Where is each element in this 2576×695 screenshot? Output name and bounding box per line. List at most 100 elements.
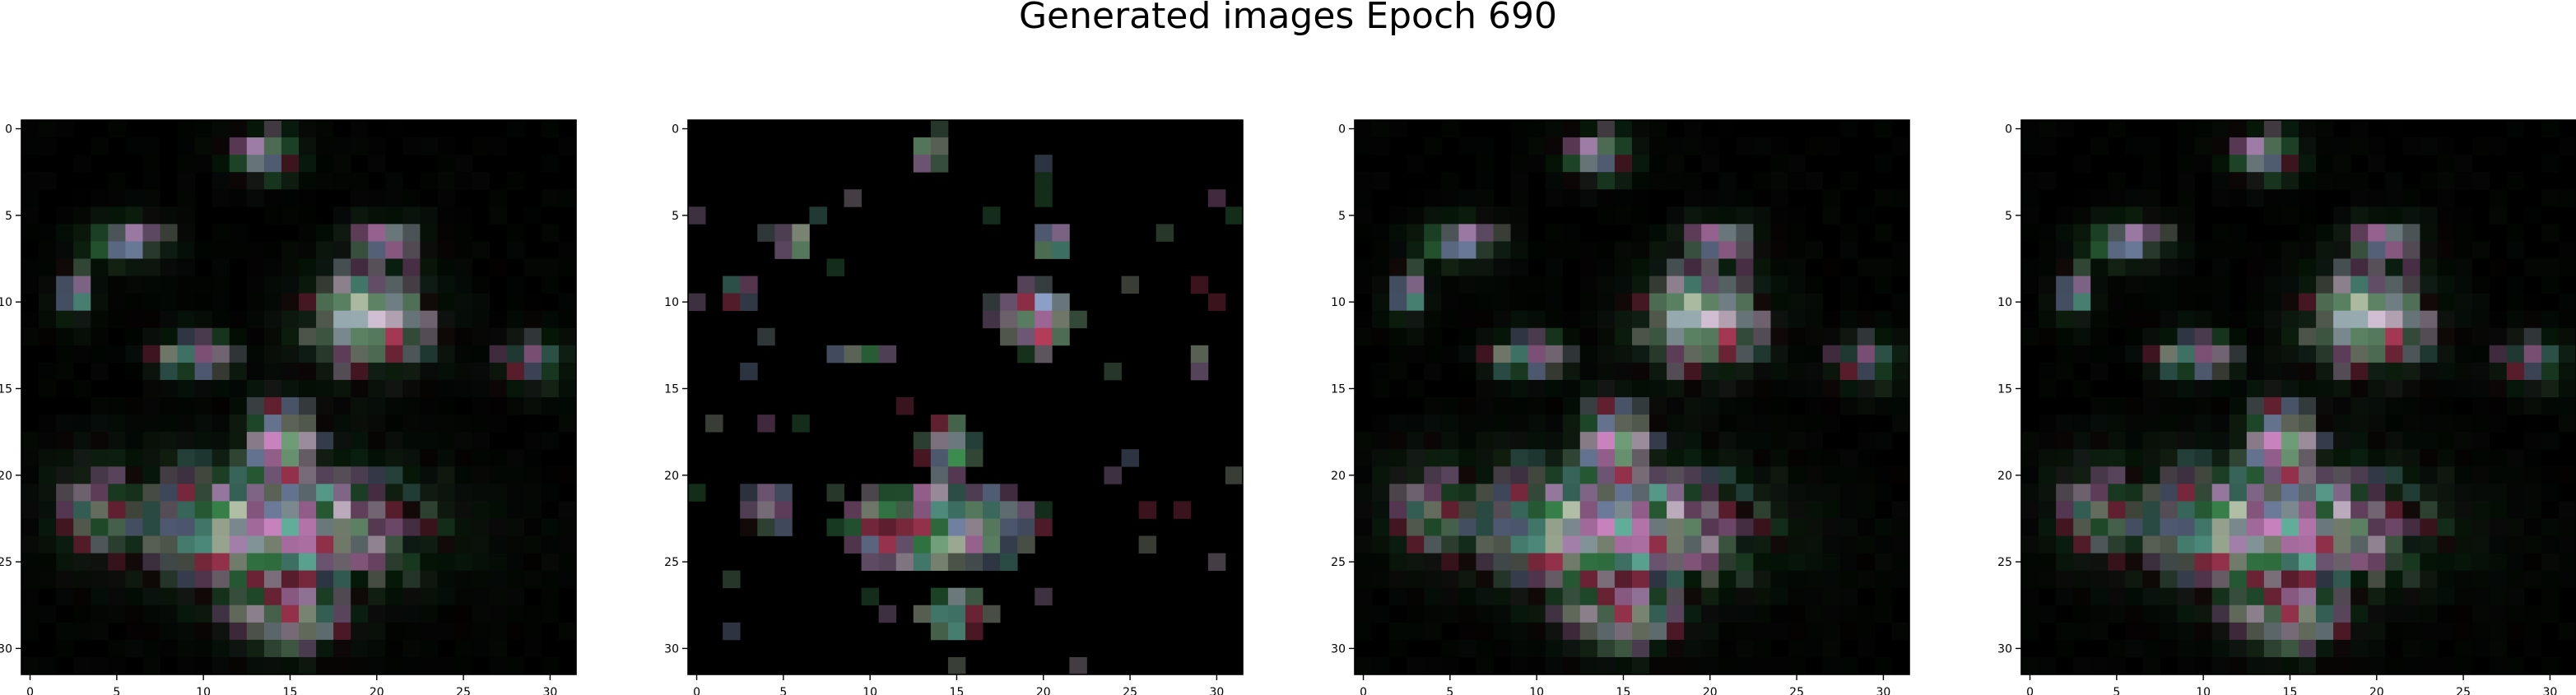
- pixel-cell: [1407, 622, 1425, 641]
- pixel-cell: [1458, 570, 1476, 589]
- pixel-cell: [506, 362, 525, 381]
- pixel-cell: [1874, 379, 1893, 398]
- pixel-cell: [2229, 484, 2248, 502]
- pixel-cell: [1701, 570, 1719, 589]
- pixel-cell: [1407, 345, 1425, 364]
- pixel-cell: [1632, 362, 1650, 381]
- pixel-cell: [2056, 310, 2074, 329]
- pixel-cell: [1891, 622, 1910, 641]
- pixel-cell: [2437, 310, 2455, 329]
- pixel-cell: [1510, 484, 1529, 502]
- pixel-cell: [1874, 501, 1893, 519]
- pixel-cell: [757, 224, 775, 242]
- pixel-cell: [2420, 397, 2438, 415]
- pixel-cell: [1649, 310, 1667, 329]
- pixel-cell: [454, 553, 473, 572]
- pixel-cell: [2246, 120, 2265, 138]
- pixel-cell: [212, 397, 230, 415]
- pixel-cell: [2402, 639, 2420, 658]
- pixel-cell: [688, 484, 706, 502]
- pixel-cell: [2316, 501, 2334, 519]
- pixel-cell: [558, 622, 577, 641]
- pixel-cell: [1684, 258, 1702, 276]
- pixel-cell: [368, 432, 386, 450]
- pixel-cell: [108, 345, 126, 364]
- pixel-cell: [2350, 206, 2369, 225]
- pixel-cell: [1389, 206, 1407, 225]
- pixel-cell: [1614, 206, 1633, 225]
- pixel-cell: [316, 518, 334, 536]
- pixel-cell: [2541, 189, 2560, 207]
- pixel-cell: [1493, 432, 1511, 450]
- pixel-cell: [212, 189, 230, 207]
- pixel-cell: [2194, 155, 2213, 173]
- pixel-cell: [160, 345, 178, 364]
- pixel-cell: [177, 258, 196, 276]
- pixel-cell: [1874, 224, 1893, 242]
- pixel-cell: [2246, 501, 2265, 519]
- pixel-cell: [212, 362, 230, 381]
- pixel-cell: [1718, 310, 1737, 329]
- pixel-cell: [2471, 415, 2490, 433]
- pixel-cell: [1701, 501, 1719, 519]
- pixel-cell: [1736, 293, 1754, 312]
- pixel-cell: [1684, 379, 1702, 398]
- pixel-cell: [2471, 484, 2490, 502]
- pixel-cell: [2368, 362, 2386, 381]
- pixel-cell: [1632, 449, 1650, 467]
- pixel-cell: [1839, 327, 1858, 346]
- pixel-cell: [2368, 432, 2386, 450]
- pixel-cell: [402, 484, 421, 502]
- pixel-cell: [878, 553, 897, 572]
- pixel-cell: [125, 535, 143, 554]
- pixel-cell: [229, 172, 248, 190]
- pixel-cell: [1545, 137, 1564, 155]
- pixel-cell: [2350, 518, 2369, 536]
- pixel-cell: [2142, 656, 2160, 675]
- pixel-cell: [1839, 362, 1858, 381]
- pixel-cell: [1649, 397, 1667, 415]
- pixel-cell: [1874, 276, 1893, 294]
- pixel-cell: [437, 415, 455, 433]
- pixel-cell: [1684, 293, 1702, 312]
- pixel-cell: [2489, 189, 2508, 207]
- pixel-cell: [2021, 535, 2039, 554]
- pixel-cell: [523, 449, 542, 467]
- pixel-cell: [2558, 258, 2576, 276]
- pixel-cell: [1649, 518, 1667, 536]
- pixel-cell: [2177, 587, 2196, 606]
- pixel-cell: [1891, 137, 1910, 155]
- pixel-cell: [2402, 553, 2420, 572]
- pixel-cell: [2090, 189, 2109, 207]
- pixel-cell: [2454, 379, 2473, 398]
- pixel-cell: [177, 587, 196, 606]
- y-tick-label: 0: [1338, 123, 1346, 137]
- pixel-cell: [1441, 605, 1459, 623]
- pixel-cell: [2541, 379, 2560, 398]
- pixel-cell: [826, 484, 844, 502]
- pixel-cell: [385, 518, 403, 536]
- pixel-cell: [281, 518, 300, 536]
- pixel-cell: [125, 276, 143, 294]
- pixel-cell: [2506, 120, 2525, 138]
- pixel-cell: [2402, 432, 2420, 450]
- pixel-cell: [2160, 622, 2178, 641]
- pixel-cell: [246, 605, 265, 623]
- pixel-cell: [1527, 327, 1546, 346]
- pixel-cell: [73, 535, 91, 554]
- pixel-cell: [1389, 362, 1407, 381]
- x-tick-label: 30: [2542, 686, 2557, 695]
- pixel-cell: [1753, 656, 1771, 675]
- pixel-cell: [1857, 622, 1876, 641]
- pixel-cell: [2056, 553, 2074, 572]
- pixel-cell: [142, 535, 160, 554]
- pixel-cell: [56, 415, 74, 433]
- x-tick-label: 25: [2456, 686, 2471, 695]
- pixel-cell: [21, 466, 40, 484]
- pixel-cell: [2263, 155, 2282, 173]
- pixel-cell: [558, 518, 577, 536]
- pixel-cell: [930, 415, 949, 433]
- y-tick-label: 5: [672, 210, 679, 223]
- pixel-cell: [229, 415, 248, 433]
- pixel-cell: [2558, 397, 2576, 415]
